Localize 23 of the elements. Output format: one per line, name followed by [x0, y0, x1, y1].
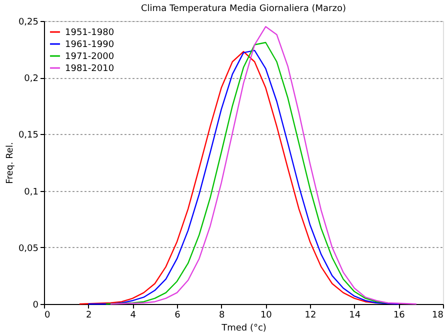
y-tick-label: 0,25 — [18, 18, 38, 28]
x-tick-label: 10 — [260, 310, 272, 320]
legend-label: 1981-2010 — [65, 64, 114, 74]
y-tick-label: 0,1 — [24, 187, 38, 198]
x-axis-title: Tmed (°c) — [220, 324, 266, 334]
legend-label: 1961-1990 — [65, 40, 114, 50]
x-tick-label: 0 — [44, 310, 50, 320]
y-tick-label: 0,05 — [18, 244, 38, 254]
y-tick-label: 0,15 — [18, 130, 38, 141]
legend-label: 1971-2000 — [65, 52, 114, 62]
x-tick-label: 12 — [304, 310, 316, 320]
x-tick-label: 8 — [218, 310, 225, 320]
x-tick-label: 18 — [432, 310, 444, 320]
y-axis-title: Freq. Rel. — [5, 142, 16, 184]
y-tick-label: 0,2 — [24, 74, 38, 84]
legend-label: 1951-1980 — [65, 28, 114, 38]
y-tick-label: 0 — [32, 300, 39, 310]
x-tick-label: 2 — [86, 310, 92, 320]
x-tick-label: 16 — [393, 310, 406, 320]
x-tick-label: 6 — [174, 310, 181, 320]
x-tick-label: 4 — [130, 310, 136, 320]
x-tick-label: 14 — [349, 310, 361, 320]
chart-title: Clima Temperatura Media Giornaliera (Marzo) — [141, 4, 346, 14]
